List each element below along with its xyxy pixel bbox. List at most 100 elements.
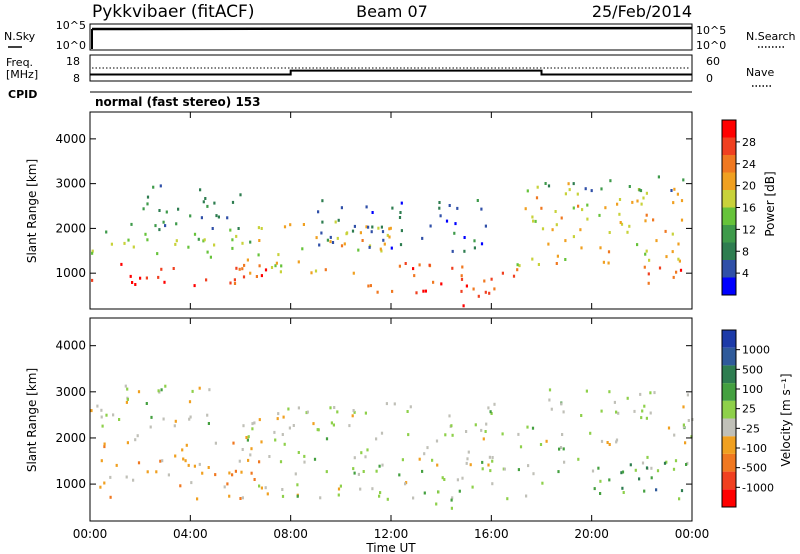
scatter-cell-3-41 [280,264,283,268]
scatter-cell-0-5 [260,440,263,444]
scatter-cell-7-3 [626,230,629,234]
scatter-cell-7-44 [680,218,684,222]
scatter-cell-2-91 [539,443,543,446]
x-tick-label-5: 20:00 [574,527,609,541]
scatter-cell-6-0 [465,284,468,288]
scatter-cell-7-32 [518,264,521,268]
nsky-frame [89,23,693,51]
scatter-cell-7-33 [602,260,605,264]
scatter-cell-4-24 [391,206,394,210]
scatter-cell-2-114 [423,452,426,456]
scatter-cell-6-3 [462,304,465,308]
scatter-cell-1-20 [191,389,194,393]
scatter-cell-5-11 [685,463,688,466]
scatter-cell-0-9 [190,481,193,485]
scatter-cell-0-24 [174,454,177,458]
scatter-cell-2-134 [258,484,261,488]
scatter-cell-4-13 [653,391,656,395]
scatter-cell-5-17 [645,466,649,470]
scatter-cell-7-59 [599,246,602,250]
scatter-cell-5-6 [643,489,646,493]
power-panel: 4000 3000 2000 1000 Slant Range [km] 28 24 20… [25,111,777,310]
colorbar-tick-label-6: -500 [742,462,767,475]
scatter-cell-2-97 [268,455,271,458]
scatter-cell-0-29 [234,469,237,473]
scatter-cell-1-28 [160,388,163,392]
scatter-cell-2-37 [253,421,256,425]
scatter-cell-2-13 [294,472,297,476]
scatter-cell-2-113 [339,484,342,488]
freq-frame [89,54,693,82]
scatter-cell-8-5 [682,178,685,182]
scatter-cell-8-11 [628,185,631,188]
scatter-cell-2-93 [351,414,354,418]
scatter-cell-1-0 [174,242,177,246]
scatter-cell-2-44 [412,496,415,500]
power-frame [89,111,693,310]
scatter-cell-0-9 [242,275,246,279]
scatter-cell-1-1 [101,424,104,428]
scatter-cell-2-5 [204,197,207,200]
nave-label: Nave [746,66,774,79]
velocity-ylabel: Slant Range [km] [25,368,39,472]
scatter-cell-2-26 [467,450,470,454]
scatter-cell-1-12 [132,245,135,249]
scatter-cell-3-27 [241,267,244,271]
y-tick-label-1: 3000 [55,177,86,191]
scatter-cell-2-137 [281,433,284,436]
scatter-cell-2-110 [480,428,483,432]
scatter-cell-5-24 [415,291,418,295]
scatter-cell-2-61 [375,469,378,473]
scatter-cell-2-112 [325,470,328,474]
scatter-cell-4-1 [331,241,335,244]
colorbar-tick-label-1: 500 [742,363,763,376]
colorbar-swatch-7 [722,365,736,384]
scatter-cell-2-7 [154,224,157,228]
scatter-cell-3-34 [258,264,261,268]
scatter-cell-0-16 [193,284,196,288]
scatter-cell-4-23 [484,224,487,228]
scatter-cell-6-4 [422,289,425,293]
scatter-cell-0-42 [226,482,229,486]
scatter-cell-6-1 [424,289,427,293]
scatter-cell-5-15 [501,271,504,275]
scatter-cell-0-50 [240,470,243,474]
scatter-cell-1-3 [206,250,209,254]
scatter-cell-5-7 [369,284,372,288]
scatter-cell-2-27 [213,201,216,205]
scatter-cell-4-20 [577,457,580,461]
scatter-cell-0-11 [214,441,217,445]
scatter-cell-2-133 [281,488,284,491]
scatter-cell-7-11 [532,219,535,223]
scatter-cell-7-63 [636,243,639,247]
scatter-cell-0-0 [205,278,208,282]
scatter-cell-2-45 [381,463,384,467]
colorbar-swatch-1 [722,260,736,278]
scatter-cell-0-11 [145,276,148,280]
scatter-cell-2-21 [165,210,168,214]
y-tick-label-3: 1000 [55,266,86,280]
scatter-cell-4-59 [615,410,618,414]
scatter-cell-2-78 [312,422,315,426]
scatter-cell-6-2 [440,282,443,286]
scatter-cell-2-88 [330,421,333,425]
scatter-cell-7-38 [555,223,558,227]
scatter-cell-3-39 [249,271,252,275]
scatter-cell-4-24 [562,410,565,414]
scatter-cell-1-17 [105,413,108,417]
scatter-cell-0-18 [157,275,160,279]
scatter-cell-4-25 [613,400,616,404]
freq-line [90,69,692,76]
scatter-cell-0-10 [233,282,237,285]
scatter-cell-4-5 [318,243,321,247]
scatter-cell-3-23 [343,242,346,246]
scatter-cell-2-115 [352,409,355,412]
scatter-cell-0-36 [103,442,106,446]
velocity-colorbar-label: Velocity [m s⁻¹] [779,373,793,466]
velocity-y-axis: 4000 3000 2000 1000 [55,339,692,491]
scatter-cell-4-43 [380,225,383,229]
scatter-cell-0-14 [233,278,236,282]
scatter-cell-3-4 [461,476,464,480]
colorbar-frame [721,329,737,508]
scatter-cell-1-9 [123,241,126,245]
